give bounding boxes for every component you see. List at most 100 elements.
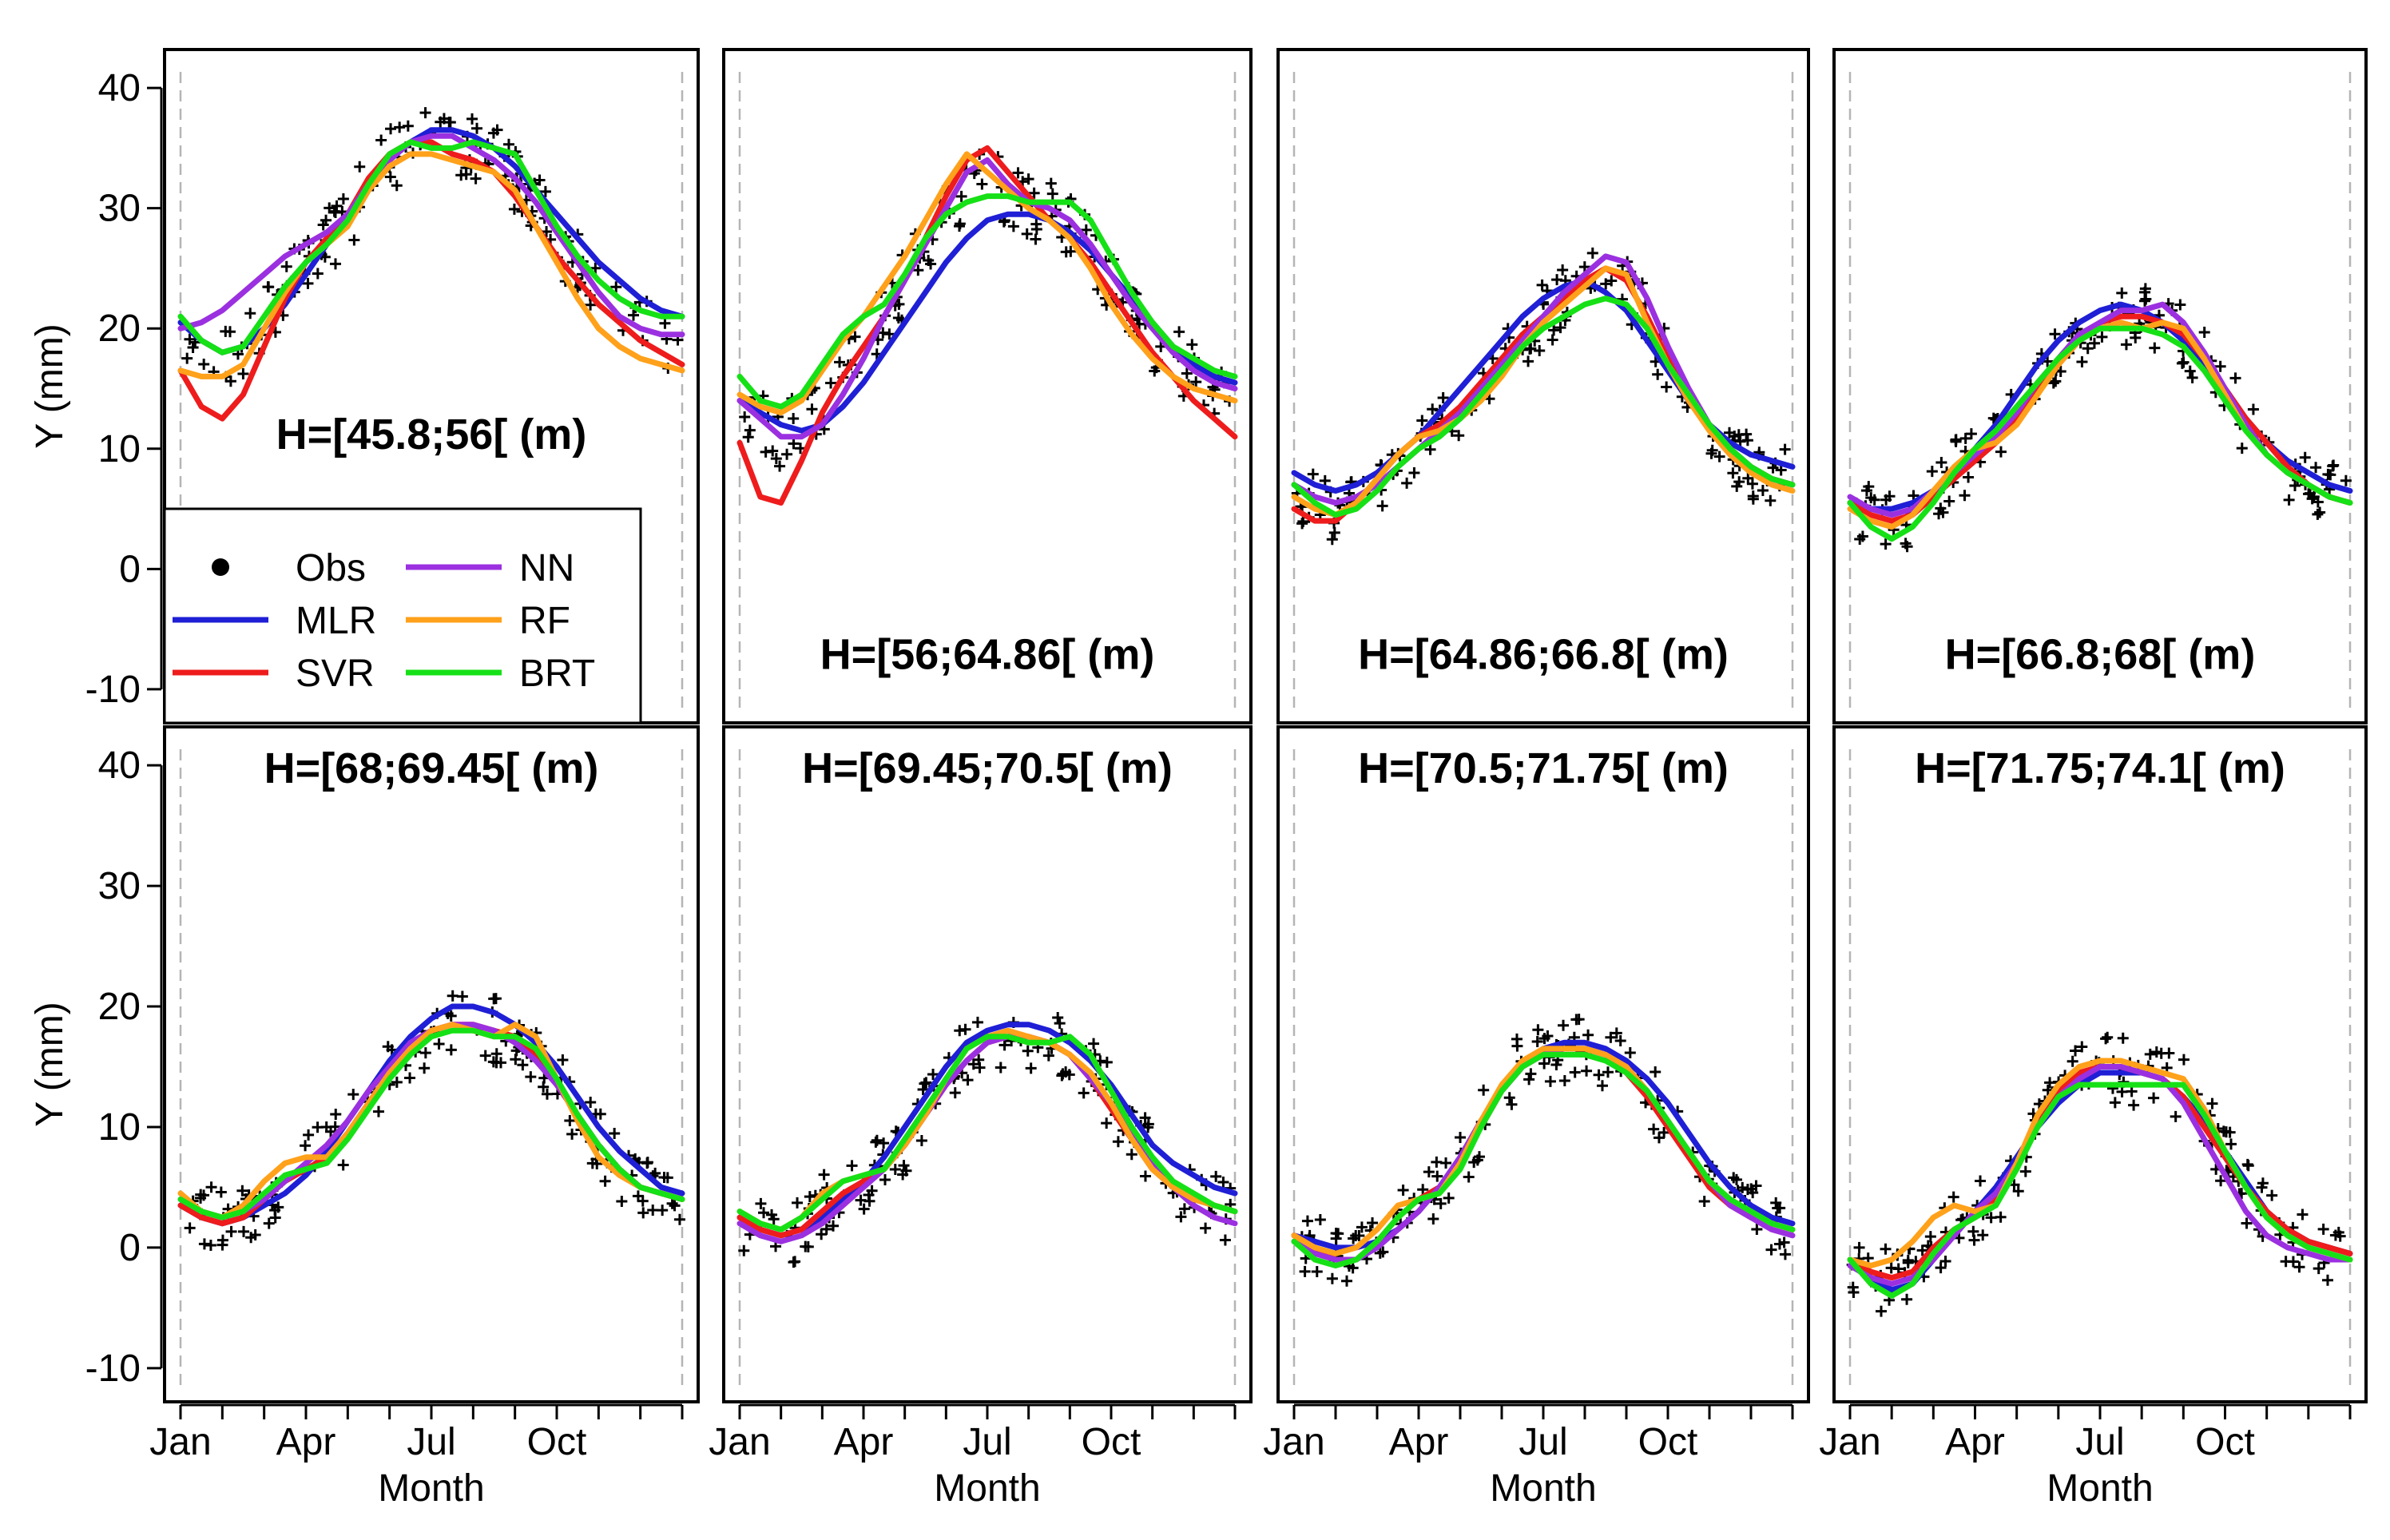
obs-point <box>2082 343 2094 355</box>
obs-point <box>2186 371 2198 383</box>
x-tick-label: Oct <box>1638 1421 1698 1463</box>
series-line-nn <box>1291 1046 1796 1263</box>
y-tick-label: 40 <box>98 67 141 109</box>
obs-point <box>488 993 500 1005</box>
obs-point <box>1296 518 1308 530</box>
obs-point <box>444 117 456 129</box>
legend: Obs MLR SVR NN RF BRT <box>163 507 642 724</box>
obs-point <box>585 1096 597 1108</box>
obs-point <box>1977 1229 1989 1241</box>
obs-point <box>1868 494 1880 506</box>
obs-point <box>263 1217 275 1229</box>
series-line-svr <box>1291 1046 1796 1263</box>
obs-point <box>479 1050 491 1062</box>
obs-point <box>818 1169 830 1181</box>
obs-point <box>858 1203 870 1215</box>
panel-3: H=[64.86;66.8[ (m) <box>1276 48 1810 724</box>
obs-point <box>494 1057 506 1069</box>
obs-point <box>883 328 895 340</box>
obs-point <box>1525 1068 1537 1080</box>
obs-point <box>1551 274 1563 286</box>
x-tick-label: Oct <box>1082 1421 1141 1463</box>
y-axis-title: Y (mm) <box>29 1002 71 1126</box>
obs-point <box>1139 1112 1151 1124</box>
obs-point <box>329 258 341 270</box>
obs-point <box>1056 1070 1068 1082</box>
obs-point <box>788 413 800 425</box>
obs-point <box>1417 1184 1429 1196</box>
obs-point <box>1706 444 1718 456</box>
obs-point <box>1374 1247 1386 1259</box>
x-axis-title: Month <box>1490 1467 1596 1510</box>
obs-point <box>1751 1224 1763 1236</box>
obs-point <box>1723 427 1735 439</box>
obs-point <box>1605 1031 1617 1043</box>
series-line-brt <box>1291 1051 1796 1268</box>
obs-point <box>959 1023 971 1035</box>
obs-point <box>1173 326 1185 338</box>
panel-title: H=[68;69.45[ (m) <box>264 744 599 792</box>
obs-point <box>204 1240 216 1252</box>
obs-point <box>1558 1074 1570 1086</box>
obs-point <box>1947 1191 1959 1203</box>
series-line-brt <box>1847 1082 2353 1299</box>
obs-point <box>1531 1036 1543 1047</box>
obs-point <box>2287 1256 2299 1268</box>
series-line-mlr <box>1291 1039 1796 1251</box>
obs-point <box>394 121 406 133</box>
obs-point <box>2225 1138 2237 1150</box>
obs-point <box>312 1121 324 1133</box>
obs-point <box>1765 494 1777 506</box>
obs-point <box>1021 228 1033 240</box>
x-axis-title: Month <box>378 1467 484 1510</box>
series-line-rf <box>736 1027 1238 1232</box>
obs-point <box>1431 1156 1443 1168</box>
x-axis-title: Month <box>2047 1467 2153 1510</box>
series-line-brt <box>1847 325 2353 542</box>
obs-point <box>825 377 837 389</box>
obs-point <box>419 1047 431 1059</box>
obs-point <box>788 438 800 450</box>
obs-point <box>1060 246 1072 258</box>
obs-point <box>1779 443 1791 455</box>
obs-point <box>2130 331 2142 343</box>
obs-point <box>1648 1123 1660 1135</box>
obs-point <box>2241 1217 2253 1229</box>
obs-point <box>337 1159 349 1171</box>
obs-point <box>2155 1047 2167 1059</box>
obs-point <box>1975 1175 1987 1187</box>
obs-point <box>487 127 499 139</box>
panel-frame <box>1276 48 1810 724</box>
obs-point <box>534 174 546 186</box>
obs-point <box>1854 534 1866 546</box>
obs-point <box>438 113 450 125</box>
series-line-mlr <box>177 1003 685 1227</box>
obs-point <box>1995 446 2007 458</box>
obs-point <box>657 1205 669 1217</box>
obs-point <box>2049 328 2061 340</box>
y-tick-label: 30 <box>98 865 141 907</box>
obs-point <box>2116 287 2128 299</box>
y-tick-label: 0 <box>119 1227 141 1269</box>
obs-point <box>447 990 459 1002</box>
obs-point <box>456 990 468 1002</box>
obs-point <box>1022 1045 1034 1057</box>
obs-point <box>871 1134 883 1146</box>
obs-point <box>1536 279 1548 291</box>
obs-point <box>225 1225 237 1237</box>
obs-point <box>863 1195 875 1207</box>
obs-point <box>1586 247 1598 259</box>
obs-point <box>466 113 478 125</box>
obs-point <box>641 1157 653 1169</box>
obs-point <box>566 1128 578 1140</box>
obs-point <box>2289 479 2301 491</box>
obs-point <box>2109 1097 2121 1109</box>
obs-point <box>508 203 520 215</box>
obs-point <box>2214 360 2226 372</box>
obs-point <box>2047 377 2059 389</box>
obs-point <box>324 202 335 214</box>
obs-point <box>2256 1181 2268 1193</box>
obs-point <box>2340 474 2352 486</box>
panel-5: H=[68;69.45[ (m) -10 0 10 20 30 40 Y (mm) Jan Apr… <box>29 725 700 1510</box>
